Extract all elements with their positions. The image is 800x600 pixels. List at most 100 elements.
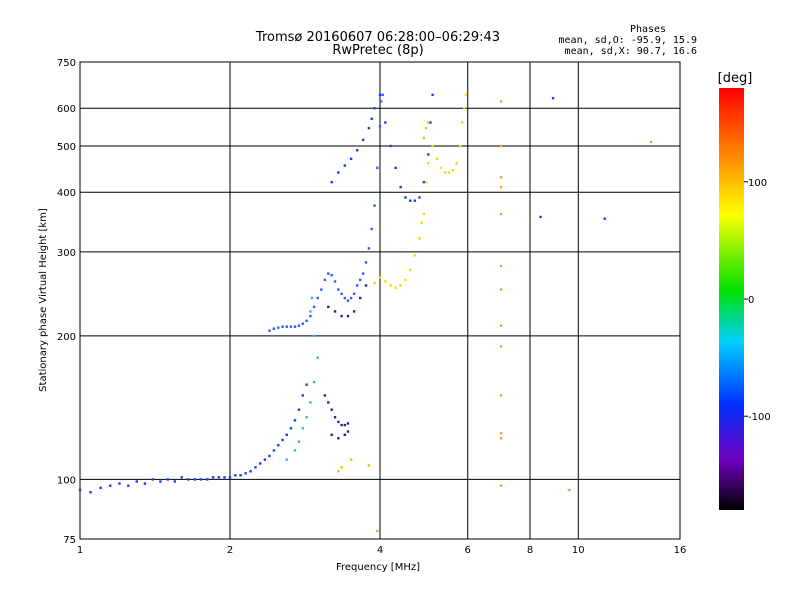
- data-point: [333, 310, 337, 313]
- data-point: [166, 478, 169, 481]
- data-point: [293, 325, 297, 328]
- data-point: [159, 480, 162, 483]
- data-point: [340, 292, 343, 295]
- data-point: [99, 486, 102, 490]
- y-axis-ticks: 75 100 200 300 400 500 600 750: [57, 58, 76, 546]
- data-point: [384, 121, 387, 124]
- y-tick-label: 200: [57, 332, 76, 343]
- data-point: [293, 449, 297, 452]
- data-point: [455, 162, 458, 165]
- data-point: [459, 144, 462, 148]
- data-point: [143, 482, 147, 485]
- data-point: [367, 126, 371, 130]
- data-point: [263, 458, 267, 461]
- phases-o-stats: mean, sd,O: -95.9, 15.9: [559, 35, 697, 46]
- data-point: [277, 326, 280, 329]
- y-tick-label: 300: [57, 248, 76, 259]
- data-point: [285, 325, 288, 328]
- data-point: [358, 296, 362, 300]
- data-point: [422, 180, 426, 184]
- data-point: [337, 171, 340, 174]
- data-point: [330, 180, 333, 184]
- x-tick-label: 2: [227, 545, 233, 556]
- data-point: [649, 140, 653, 144]
- data-point: [464, 93, 468, 97]
- data-point: [268, 329, 271, 332]
- data-point: [409, 199, 412, 202]
- data-point: [499, 437, 503, 440]
- data-point: [173, 480, 177, 483]
- data-point: [193, 478, 197, 481]
- data-point: [223, 476, 226, 479]
- data-point: [272, 449, 276, 452]
- data-point: [399, 284, 402, 287]
- y-tick-label: 500: [57, 142, 76, 153]
- data-point: [301, 427, 305, 430]
- data-point: [346, 430, 350, 433]
- data-point: [422, 212, 426, 216]
- data-point: [312, 305, 316, 309]
- data-point: [180, 476, 183, 479]
- x-tick-label: 4: [377, 545, 383, 556]
- data-point: [422, 136, 426, 140]
- plot-frame: [79, 61, 681, 540]
- data-point: [330, 433, 333, 437]
- data-point: [340, 466, 343, 469]
- data-point: [316, 356, 319, 359]
- data-point: [127, 484, 130, 487]
- data-point: [272, 327, 276, 330]
- data-point: [394, 166, 397, 170]
- data-point: [297, 408, 301, 411]
- y-axis-label: Stationary phase Virtual Height [km]: [38, 208, 49, 392]
- x-axis-ticks: 1 2 4 6 8 10 16: [77, 545, 687, 556]
- data-point: [327, 305, 330, 309]
- data-point: [355, 148, 359, 152]
- data-point: [309, 310, 312, 313]
- data-point: [499, 288, 503, 291]
- data-point: [409, 268, 412, 272]
- data-point: [539, 215, 542, 219]
- data-point: [384, 280, 387, 283]
- data-point: [499, 100, 503, 103]
- data-point: [309, 401, 312, 404]
- data-point: [346, 299, 350, 302]
- data-point: [404, 278, 407, 282]
- colorbar-tick-label: 0: [748, 295, 754, 306]
- data-point: [289, 325, 293, 328]
- x-axis-label: Frequency [MHz]: [336, 562, 420, 573]
- data-point: [118, 482, 121, 485]
- chart-subtitle: RwPretec (8p): [332, 43, 423, 58]
- data-point: [447, 171, 451, 174]
- data-point: [394, 286, 397, 290]
- data-point: [349, 458, 353, 461]
- data-point: [352, 292, 356, 295]
- phases-x-stats: mean, sd,X: 90.7, 16.6: [565, 46, 697, 57]
- data-point: [389, 284, 392, 287]
- data-point: [301, 394, 305, 397]
- data-point: [78, 488, 82, 492]
- data-point: [378, 276, 382, 279]
- data-point: [443, 171, 447, 174]
- data-point: [297, 324, 301, 327]
- data-point: [268, 454, 271, 458]
- data-point: [346, 422, 350, 425]
- data-point: [309, 314, 312, 318]
- data-point: [205, 478, 209, 481]
- data-point: [399, 185, 402, 189]
- data-point: [551, 96, 555, 100]
- data-point: [431, 93, 434, 97]
- data-point: [418, 237, 421, 240]
- data-point: [228, 476, 232, 479]
- data-point: [333, 280, 337, 283]
- data-point: [499, 324, 503, 327]
- data-point: [135, 480, 138, 483]
- data-point: [217, 476, 221, 479]
- data-point: [312, 380, 316, 384]
- data-point: [310, 296, 314, 300]
- data-point: [404, 196, 407, 199]
- data-point: [199, 478, 203, 481]
- data-point: [323, 394, 327, 397]
- data-point: [254, 466, 257, 469]
- data-point: [435, 157, 438, 161]
